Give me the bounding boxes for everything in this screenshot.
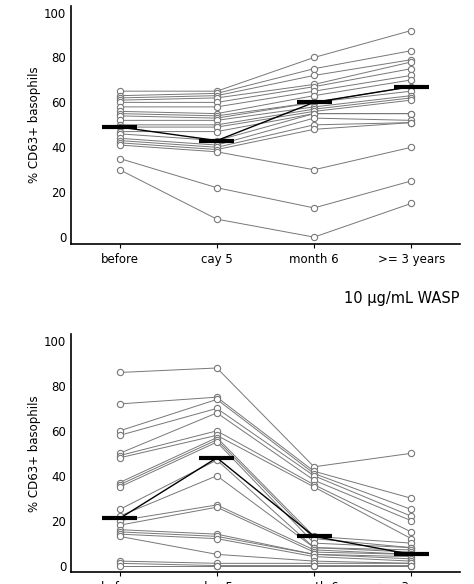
Y-axis label: % CD63+ basophils: % CD63+ basophils [28, 395, 41, 512]
Text: 10 μg/mL WASP: 10 μg/mL WASP [344, 291, 460, 307]
Y-axis label: % CD63+ basophils: % CD63+ basophils [28, 67, 41, 183]
